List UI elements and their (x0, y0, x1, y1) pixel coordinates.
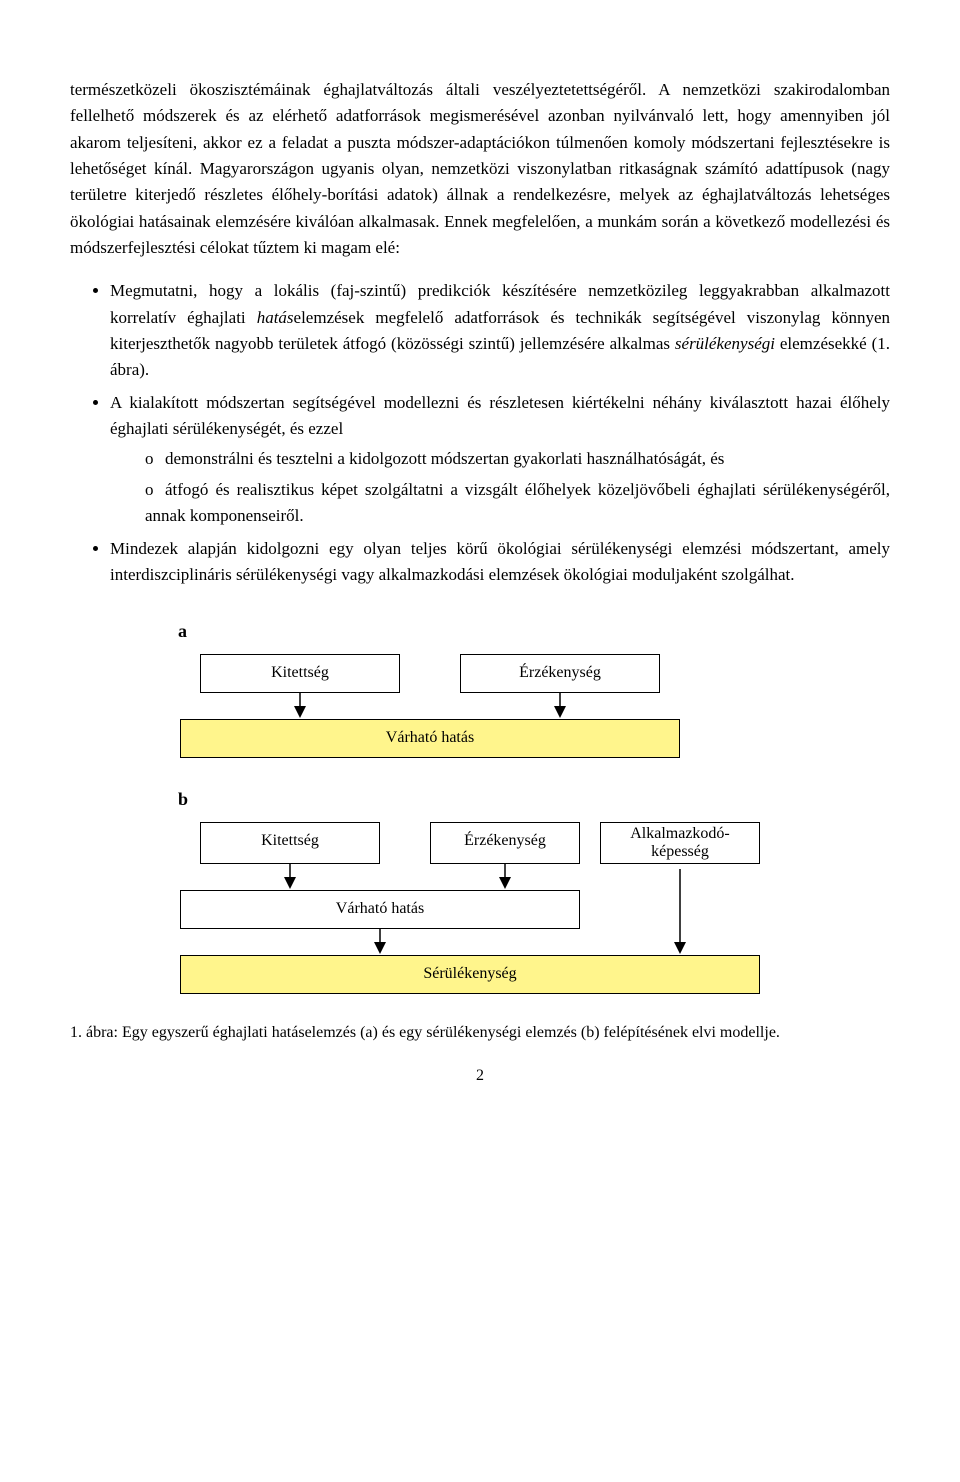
text-run: A kialakított módszertan segítségével mo… (110, 393, 890, 438)
objectives-list: Megmutatni, hogy a lokális (faj-szintű) … (70, 278, 890, 588)
text-run: Mindezek alapján kidolgozni egy olyan te… (110, 539, 890, 584)
spacer (400, 654, 460, 693)
box-serulekenyseg: Sérülékenység (180, 955, 760, 994)
text-run: Alkalmazkodó- (630, 825, 730, 842)
spacer (580, 822, 600, 865)
sub-marker: o (145, 446, 165, 472)
panel-label-b: b (178, 786, 800, 814)
box-varhato-hatas: Várható hatás (180, 719, 680, 758)
figure-caption: 1. ábra: Egy egyszerű éghajlati hatásele… (70, 1022, 890, 1044)
panel-b-arrows-1 (200, 864, 760, 890)
page-number: 2 (70, 1064, 890, 1089)
sub-marker: o (145, 477, 165, 503)
list-item: Megmutatni, hogy a lokális (faj-szintű) … (110, 278, 890, 383)
box-kitettseg: Kitettség (200, 654, 400, 693)
figure-1: a Kitettség Érzékenység Várható hatás b … (160, 618, 800, 994)
panel-b-arrows-2 (180, 929, 760, 955)
box-varhato-hatas: Várható hatás (180, 890, 580, 929)
body-paragraph: természetközeli ökoszisztémáinak éghajla… (70, 77, 890, 261)
box-erzekenyseg: Érzékenység (430, 822, 580, 865)
box-kitettseg: Kitettség (200, 822, 380, 865)
text-run: képesség (651, 843, 709, 860)
emphasis: hatás (257, 308, 294, 327)
box-alkalmazkodokepesseg: Alkalmazkodó- képesség (600, 822, 760, 865)
sub-list-item: odemonstrálni és tesztelni a kidolgozott… (145, 446, 890, 472)
sub-list: odemonstrálni és tesztelni a kidolgozott… (110, 446, 890, 529)
list-item: A kialakított módszertan segítségével mo… (110, 390, 890, 530)
figure-panel-b: b Kitettség Érzékenység Alkalmazkodó- ké… (160, 786, 800, 994)
text-run: átfogó és realisztikus képet szolgáltatn… (145, 480, 890, 525)
figure-panel-a: a Kitettség Érzékenység Várható hatás (160, 618, 800, 757)
panel-a-arrows (200, 693, 660, 719)
spacer (380, 822, 430, 865)
panel-a-top-row: Kitettség Érzékenység (200, 654, 800, 693)
box-erzekenyseg: Érzékenység (460, 654, 660, 693)
panel-b-top-row: Kitettség Érzékenység Alkalmazkodó- képe… (200, 822, 800, 865)
emphasis: sérülékenységi (675, 334, 775, 353)
list-item: Mindezek alapján kidolgozni egy olyan te… (110, 536, 890, 589)
text-run: demonstrálni és tesztelni a kidolgozott … (165, 449, 724, 468)
panel-label-a: a (178, 618, 800, 646)
sub-list-item: oátfogó és realisztikus képet szolgáltat… (145, 477, 890, 530)
